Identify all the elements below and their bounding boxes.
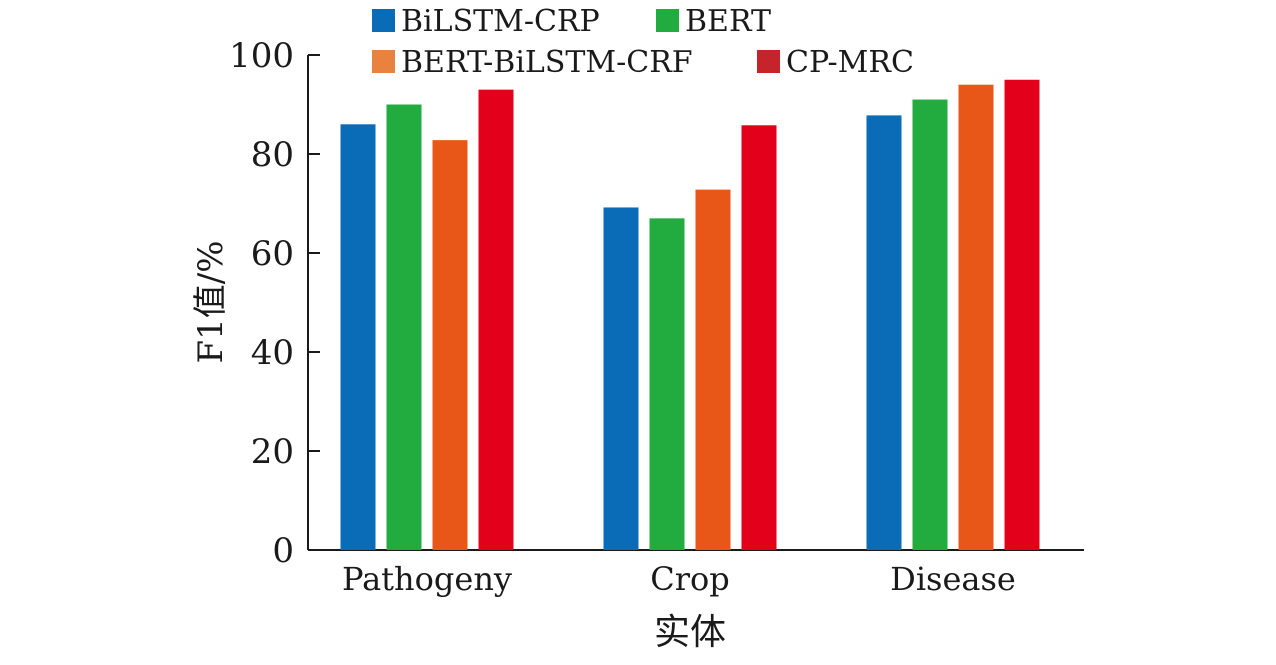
- legend-label: BiLSTM-CRP: [401, 4, 600, 39]
- bar-bert-pathogeny: [386, 104, 422, 550]
- x-category-label: Disease: [890, 560, 1016, 598]
- legend-label: BERT: [685, 4, 771, 39]
- y-tick-label: 40: [251, 333, 294, 373]
- y-axis-ticks: 0 20 40 60 80 100: [229, 36, 320, 571]
- x-category-label: Pathogeny: [342, 560, 512, 598]
- y-tick-label: 60: [251, 234, 294, 274]
- legend: BiLSTM-CRP BERT BERT-BiLSTM-CRF CP-MRC: [372, 4, 914, 80]
- legend-swatch: [757, 50, 780, 73]
- x-axis-category-labels: Pathogeny Crop Disease: [342, 560, 1016, 598]
- bar-bert-crop: [649, 218, 685, 550]
- y-tick-label: 80: [251, 135, 294, 175]
- bar-cp-mrc-pathogeny: [478, 89, 514, 551]
- bar-cp-mrc-disease: [1004, 79, 1040, 550]
- bar-bert-bilstm-crf-pathogeny: [432, 140, 468, 550]
- bar-bert-bilstm-crf-crop: [695, 189, 731, 550]
- legend-item-bilstm-crp: BiLSTM-CRP: [372, 4, 600, 39]
- bar-bilstm-crp-crop: [603, 207, 639, 550]
- legend-label: BERT-BiLSTM-CRF: [401, 45, 693, 80]
- bar-cp-mrc-crop: [741, 125, 777, 550]
- bar-bilstm-crp-pathogeny: [340, 124, 376, 551]
- y-tick-label: 100: [229, 36, 294, 76]
- legend-label: CP-MRC: [786, 45, 914, 80]
- x-axis-title: 实体: [654, 612, 726, 653]
- bars: [340, 79, 1040, 551]
- bar-bert-disease: [912, 99, 948, 551]
- legend-item-bert-bilstm-crf: BERT-BiLSTM-CRF: [372, 45, 693, 80]
- bar-bert-bilstm-crf-disease: [958, 84, 994, 550]
- legend-swatch: [656, 9, 679, 32]
- legend-swatch: [372, 50, 395, 73]
- legend-item-bert: BERT: [656, 4, 771, 39]
- y-tick-label: 20: [251, 432, 294, 472]
- bar-bilstm-crp-disease: [866, 115, 902, 550]
- legend-swatch: [372, 9, 395, 32]
- x-category-label: Crop: [650, 560, 730, 598]
- legend-item-cp-mrc: CP-MRC: [757, 45, 914, 80]
- y-tick-label: 0: [272, 531, 294, 571]
- y-axis-title: F1值/%: [191, 241, 231, 364]
